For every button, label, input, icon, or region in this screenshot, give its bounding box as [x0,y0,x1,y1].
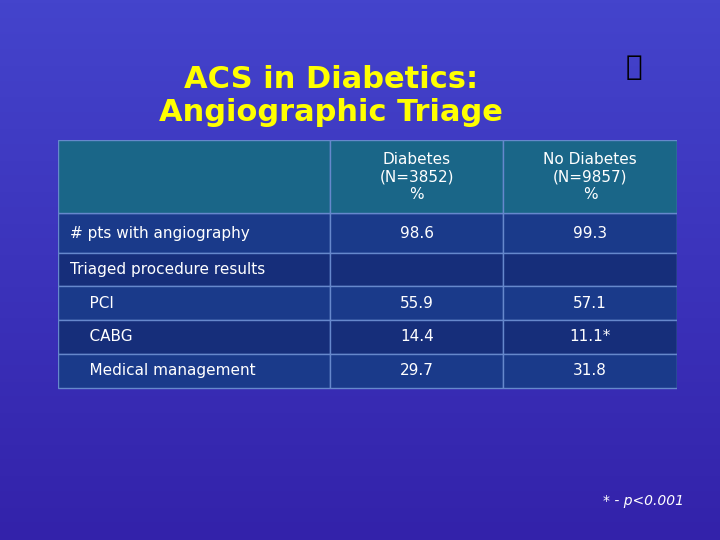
Text: # pts with angiography: # pts with angiography [70,226,250,240]
FancyBboxPatch shape [330,213,503,253]
FancyBboxPatch shape [503,140,677,213]
Text: Diabetes
(N=3852)
%: Diabetes (N=3852) % [379,152,454,202]
FancyBboxPatch shape [58,253,330,286]
Text: 31.8: 31.8 [573,363,607,378]
Text: PCI: PCI [70,296,114,310]
FancyBboxPatch shape [503,213,677,253]
FancyBboxPatch shape [58,140,330,213]
FancyBboxPatch shape [503,320,677,354]
Text: Medical management: Medical management [70,363,256,378]
Text: ACS in Diabetics:
Angiographic Triage: ACS in Diabetics: Angiographic Triage [159,65,503,127]
FancyBboxPatch shape [503,286,677,320]
Text: 99.3: 99.3 [573,226,607,240]
Text: CABG: CABG [70,329,132,345]
Text: No Diabetes
(N=9857)
%: No Diabetes (N=9857) % [543,152,637,202]
Text: 11.1*: 11.1* [570,329,611,345]
FancyBboxPatch shape [58,354,330,388]
Text: 🔦: 🔦 [625,53,642,82]
FancyBboxPatch shape [58,213,330,253]
FancyBboxPatch shape [58,320,330,354]
FancyBboxPatch shape [330,320,503,354]
FancyBboxPatch shape [330,286,503,320]
FancyBboxPatch shape [330,140,503,213]
Text: 57.1: 57.1 [573,296,607,310]
Text: * - p<0.001: * - p<0.001 [603,494,684,508]
Text: 29.7: 29.7 [400,363,433,378]
Text: 14.4: 14.4 [400,329,433,345]
FancyBboxPatch shape [503,140,677,213]
Text: Diabetes
(N=3852)
%: Diabetes (N=3852) % [379,152,454,202]
FancyBboxPatch shape [330,354,503,388]
FancyBboxPatch shape [330,253,503,286]
FancyBboxPatch shape [503,354,677,388]
FancyBboxPatch shape [58,286,330,320]
Text: No Diabetes
(N=9857)
%: No Diabetes (N=9857) % [543,152,637,202]
Text: 55.9: 55.9 [400,296,433,310]
FancyBboxPatch shape [503,253,677,286]
FancyBboxPatch shape [58,140,330,213]
Text: 98.6: 98.6 [400,226,433,240]
FancyBboxPatch shape [330,140,503,213]
Text: Triaged procedure results: Triaged procedure results [70,262,265,277]
